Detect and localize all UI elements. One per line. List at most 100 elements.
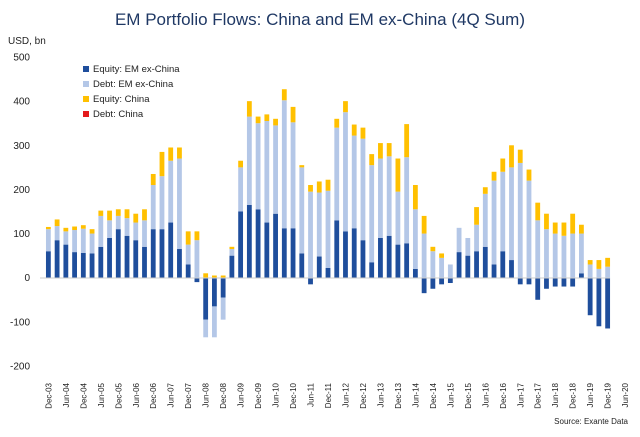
bar-segment-series-0 bbox=[185, 264, 191, 278]
bar-segment-series-1 bbox=[605, 266, 611, 278]
x-tick-label: Jun-14 bbox=[411, 382, 420, 407]
bar-segment-series-2 bbox=[72, 226, 77, 231]
bar-segment-series-0 bbox=[596, 277, 602, 327]
bar-segment-series-2 bbox=[360, 127, 366, 139]
bar-segment-series-0 bbox=[334, 220, 340, 278]
bar-segment-series-0 bbox=[430, 277, 436, 289]
bar-segment-series-1 bbox=[325, 190, 331, 268]
bar-segment-series-0 bbox=[509, 260, 514, 278]
bar-segment-series-2 bbox=[412, 185, 418, 210]
y-tick-label: 100 bbox=[13, 229, 30, 240]
bar-segment-series-2 bbox=[115, 209, 121, 216]
bar-segment-series-2 bbox=[491, 171, 497, 181]
bar-segment-series-1 bbox=[133, 222, 139, 241]
bar-segment-series-0 bbox=[45, 251, 51, 278]
bar-segment-series-1 bbox=[456, 227, 462, 253]
bar-segment-series-0 bbox=[605, 277, 611, 329]
x-tick-label: Jun-09 bbox=[237, 382, 246, 407]
x-tick-label: Dec-09 bbox=[254, 382, 263, 408]
bar-segment-series-0 bbox=[246, 204, 252, 278]
bar-segment-series-1 bbox=[395, 191, 401, 245]
bar-segment-series-0 bbox=[343, 231, 348, 278]
bar-segment-series-0 bbox=[264, 222, 270, 278]
x-tick-label: Jun-06 bbox=[132, 382, 141, 407]
bar-segment-series-2 bbox=[378, 143, 383, 159]
bar-segment-series-0 bbox=[177, 249, 182, 278]
bar-segment-series-2 bbox=[290, 106, 296, 123]
bar-segment-series-0 bbox=[133, 240, 139, 278]
bar-segment-series-1 bbox=[596, 268, 602, 278]
bar-segment-series-2 bbox=[185, 231, 191, 245]
bar-segment-series-0 bbox=[281, 228, 287, 278]
bar-segment-series-2 bbox=[98, 210, 104, 216]
bar-segment-series-1 bbox=[561, 235, 567, 278]
y-tick-label: -200 bbox=[10, 362, 30, 373]
bar-segment-series-0 bbox=[561, 277, 567, 287]
bar-segment-series-0 bbox=[159, 229, 165, 278]
bar-segment-series-0 bbox=[386, 235, 392, 278]
bar-segment-series-0 bbox=[378, 237, 383, 278]
bar-segment-series-0 bbox=[579, 273, 584, 278]
bar-segment-series-2 bbox=[482, 187, 488, 194]
bar-segment-series-2 bbox=[124, 209, 130, 219]
bar-segment-series-2 bbox=[177, 147, 182, 159]
bar-segment-series-0 bbox=[212, 277, 217, 307]
legend-label: Debt: EM ex-China bbox=[93, 79, 174, 90]
y-axis-ticks: -200 -100 0 100 200 300 400 500 bbox=[10, 53, 30, 373]
bar-segment-series-2 bbox=[587, 260, 593, 265]
x-tick-label: Jun-10 bbox=[272, 382, 281, 407]
bar-segment-series-2 bbox=[159, 151, 165, 177]
bar-segment-series-1 bbox=[229, 249, 235, 256]
bar-segment-series-0 bbox=[98, 246, 104, 278]
bar-segment-series-2 bbox=[89, 229, 95, 234]
bar-segment-series-0 bbox=[412, 268, 418, 278]
bar-segment-series-0 bbox=[544, 277, 549, 289]
bar-segment-series-1 bbox=[238, 167, 244, 212]
bar-segment-series-2 bbox=[212, 275, 217, 278]
bar-segment-series-0 bbox=[72, 252, 77, 278]
bar-segment-series-0 bbox=[447, 277, 453, 284]
bar-segment-series-0 bbox=[570, 277, 576, 287]
bar-segment-series-1 bbox=[491, 180, 497, 265]
bar-segment-series-1 bbox=[107, 220, 112, 238]
bar-segment-series-1 bbox=[474, 224, 479, 252]
bar-segment-series-1 bbox=[552, 233, 558, 278]
bar-segment-series-2 bbox=[369, 154, 375, 166]
bar-segment-series-2 bbox=[526, 169, 532, 181]
bar-segment-series-1 bbox=[63, 231, 69, 245]
x-tick-label: Dec-05 bbox=[114, 382, 123, 408]
bar-segment-series-2 bbox=[80, 225, 86, 229]
bar-segment-series-1 bbox=[439, 257, 445, 278]
bar-segment-series-1 bbox=[220, 297, 226, 320]
legend-swatch bbox=[83, 81, 89, 87]
bar-segment-series-1 bbox=[517, 162, 523, 278]
bar-segment-series-0 bbox=[500, 251, 506, 278]
y-tick-label: -100 bbox=[10, 317, 30, 328]
x-tick-label: Jun-07 bbox=[167, 382, 176, 407]
bar-segment-series-0 bbox=[535, 277, 541, 300]
bar-segment-series-1 bbox=[500, 171, 506, 252]
bar-segment-series-0 bbox=[316, 256, 322, 278]
bar-segment-series-1 bbox=[509, 167, 514, 261]
bar-segment-series-0 bbox=[552, 277, 558, 287]
x-tick-label: Dec-13 bbox=[394, 382, 403, 408]
x-tick-label: Jun-16 bbox=[481, 382, 490, 407]
bar-segment-series-2 bbox=[517, 149, 523, 163]
bar-segment-series-2 bbox=[395, 158, 401, 192]
y-tick-label: 200 bbox=[13, 185, 30, 196]
bar-segment-series-0 bbox=[115, 229, 121, 278]
legend-label: Equity: EM ex-China bbox=[93, 64, 180, 75]
source-note: Source: Exante Data bbox=[554, 417, 628, 426]
bar-segment-series-0 bbox=[308, 277, 313, 285]
bar-segment-series-2 bbox=[509, 145, 514, 168]
legend-label: Debt: China bbox=[93, 109, 144, 120]
bar-segment-series-0 bbox=[107, 237, 112, 278]
bar-segment-series-0 bbox=[290, 228, 296, 278]
bar-segment-series-0 bbox=[299, 253, 305, 278]
bar-segment-series-2 bbox=[264, 114, 270, 122]
bar-segment-series-2 bbox=[316, 181, 322, 193]
bar-segment-series-2 bbox=[168, 147, 174, 161]
bar-segment-series-2 bbox=[63, 227, 69, 232]
legend-swatch bbox=[83, 66, 89, 72]
